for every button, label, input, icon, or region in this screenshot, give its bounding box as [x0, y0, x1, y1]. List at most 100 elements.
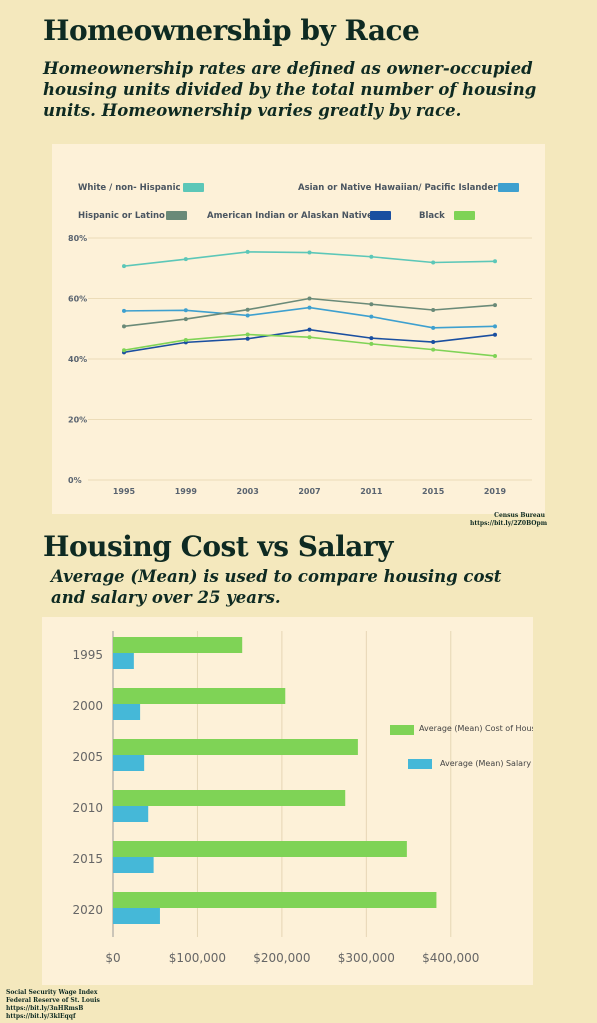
cost-bar	[113, 688, 286, 704]
salary-bar	[113, 653, 134, 669]
salary-bar	[113, 704, 141, 720]
legend-swatch	[454, 211, 475, 220]
source-link[interactable]: https://bit.ly/3nHRmsB	[6, 1005, 84, 1012]
x-tick-label: 2019	[484, 487, 507, 496]
series-line	[123, 306, 496, 329]
y-tick-label: 20%	[68, 416, 87, 425]
legend-swatch	[408, 759, 432, 769]
housing-salary-chart-panel: $0 $100,000 $200,000 $300,000 $400,000 1995 20…	[42, 617, 541, 985]
homeownership-chart-panel: 0% 20% 40% 60% 80% 1995 1999 2003 2007 2011 2015 20…	[52, 144, 545, 514]
data-point	[122, 324, 126, 329]
x-tick-label: $300,000	[338, 951, 395, 965]
x-tick-label: $200,000	[253, 951, 310, 965]
data-point	[245, 307, 250, 312]
data-point	[431, 260, 436, 265]
data-point	[493, 259, 497, 264]
homeownership-line-chart: 0% 20% 40% 60% 80% 1995 1999 2003 2007 2011 2015 20…	[68, 183, 532, 496]
source-line: Social Security Wage Index	[6, 989, 98, 996]
data-point	[369, 302, 374, 307]
data-point	[493, 324, 497, 329]
data-point	[369, 314, 374, 319]
data-point	[122, 264, 126, 269]
legend-label: Average (Mean) Salary	[440, 759, 531, 768]
data-point	[307, 327, 312, 332]
salary-bar	[113, 908, 160, 924]
data-point	[122, 308, 126, 313]
source-link[interactable]: https://bit.ly/2Z0BOpm	[470, 520, 548, 527]
data-point	[245, 332, 250, 337]
legend-swatch	[370, 211, 391, 220]
data-point	[183, 308, 188, 313]
data-point	[307, 250, 312, 255]
cost-bar	[113, 892, 437, 908]
data-point	[369, 341, 374, 346]
y-tick-label: 2010	[72, 801, 103, 815]
x-tick-label: 2015	[422, 487, 445, 496]
data-point	[122, 348, 126, 353]
census-source: Census Bureau https://bit.ly/2Z0BOpm	[470, 512, 548, 528]
cost-bar	[113, 637, 243, 653]
data-point	[245, 313, 250, 318]
x-tick-label: 2011	[360, 487, 383, 496]
legend-label: Hispanic or Latino	[78, 211, 165, 221]
cost-bar	[113, 790, 346, 806]
legend-label: White / non- Hispanic	[78, 183, 181, 193]
y-tick-label: 2005	[72, 750, 103, 764]
x-tick-label: $100,000	[169, 951, 226, 965]
data-point	[307, 305, 312, 310]
y-tick-label: 1995	[72, 648, 103, 662]
y-tick-label: 80%	[68, 234, 87, 243]
source-line: Federal Reserve of St. Louis	[6, 997, 100, 1004]
data-point	[431, 340, 436, 345]
y-tick-label: 2020	[72, 903, 103, 917]
salary-bar	[113, 755, 145, 771]
data-point	[431, 347, 436, 352]
cost-bar	[113, 841, 407, 857]
y-tick-label: 2000	[72, 699, 103, 713]
x-tick-label: 1995	[113, 487, 136, 496]
wage-sources: Social Security Wage Index Federal Reser…	[6, 989, 100, 1021]
section1-title: Homeownership by Race	[43, 14, 420, 47]
data-point	[493, 332, 497, 337]
y-tick-label: 40%	[68, 355, 87, 364]
data-point	[431, 307, 436, 312]
data-point	[369, 336, 374, 341]
salary-bar	[113, 857, 154, 873]
legend-swatch	[390, 725, 414, 735]
data-point	[183, 317, 188, 322]
y-tick-label: 60%	[68, 295, 87, 304]
legend-label: Black	[419, 211, 445, 221]
data-point	[307, 296, 312, 301]
source-line: Census Bureau	[494, 512, 545, 519]
data-point	[493, 353, 497, 358]
x-tick-label: 1999	[175, 487, 198, 496]
y-tick-label: 0%	[68, 476, 82, 485]
section1-subtitle: Homeownership rates are defined as owner…	[43, 59, 537, 120]
x-tick-label: $0	[105, 951, 120, 965]
legend-swatch	[183, 183, 204, 192]
data-point	[183, 337, 188, 342]
data-point	[307, 335, 312, 340]
data-point	[431, 325, 436, 330]
section2-title: Housing Cost vs Salary	[43, 530, 393, 563]
salary-bar	[113, 806, 149, 822]
cost-bar	[113, 739, 358, 755]
y-tick-label: 2015	[72, 852, 103, 866]
data-point	[493, 303, 497, 308]
legend-label: Average (Mean) Cost of House	[419, 724, 533, 733]
legend-swatch	[166, 211, 187, 220]
data-point	[183, 257, 188, 262]
section2-subtitle: Average (Mean) is used to compare housin…	[51, 567, 502, 607]
legend-swatch	[498, 183, 519, 192]
housing-salary-bar-chart: $0 $100,000 $200,000 $300,000 $400,000 1995 20…	[72, 631, 541, 965]
x-tick-label: 2007	[298, 487, 320, 496]
data-point	[369, 254, 374, 259]
x-tick-label: $400,000	[422, 951, 479, 965]
legend-label: Asian or Native Hawaiian/ Pacific Island…	[298, 183, 498, 193]
source-link[interactable]: https://bit.ly/3klEqqf	[6, 1013, 76, 1020]
data-point	[245, 336, 250, 341]
x-tick-label: 2003	[237, 487, 259, 496]
data-point	[245, 249, 250, 254]
legend-label: American Indian or Alaskan Native	[207, 211, 373, 221]
series-line	[123, 297, 496, 328]
